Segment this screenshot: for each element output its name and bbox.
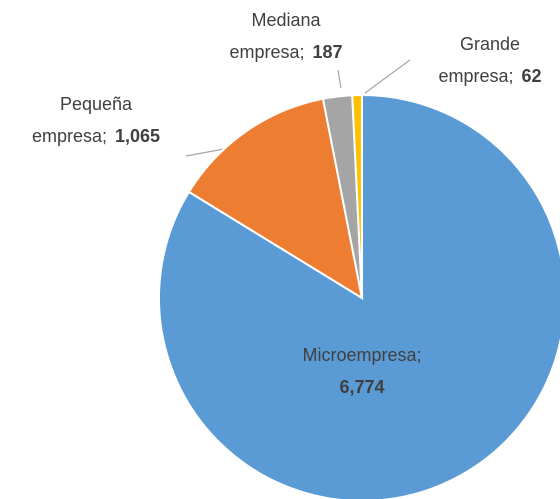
label-separator: ; [417,345,422,365]
slice-label: Grande empresa [438,34,520,86]
pie-slice [351,93,363,299]
leader-line [364,59,411,94]
slice-label: Pequeña empresa [32,94,133,146]
value-label: 6,774 [339,377,384,397]
leader-line [337,69,342,89]
pie-slice [187,97,364,301]
slice-label: Mediana empresa [229,10,321,62]
label-separator: ; [299,42,304,62]
value-label: 1,065 [115,126,160,146]
label-separator: ; [102,126,107,146]
value-label: 187 [313,42,343,62]
value-label: 62 [522,66,542,86]
label-separator: ; [508,66,513,86]
slice-label: Microempresa [302,345,417,365]
